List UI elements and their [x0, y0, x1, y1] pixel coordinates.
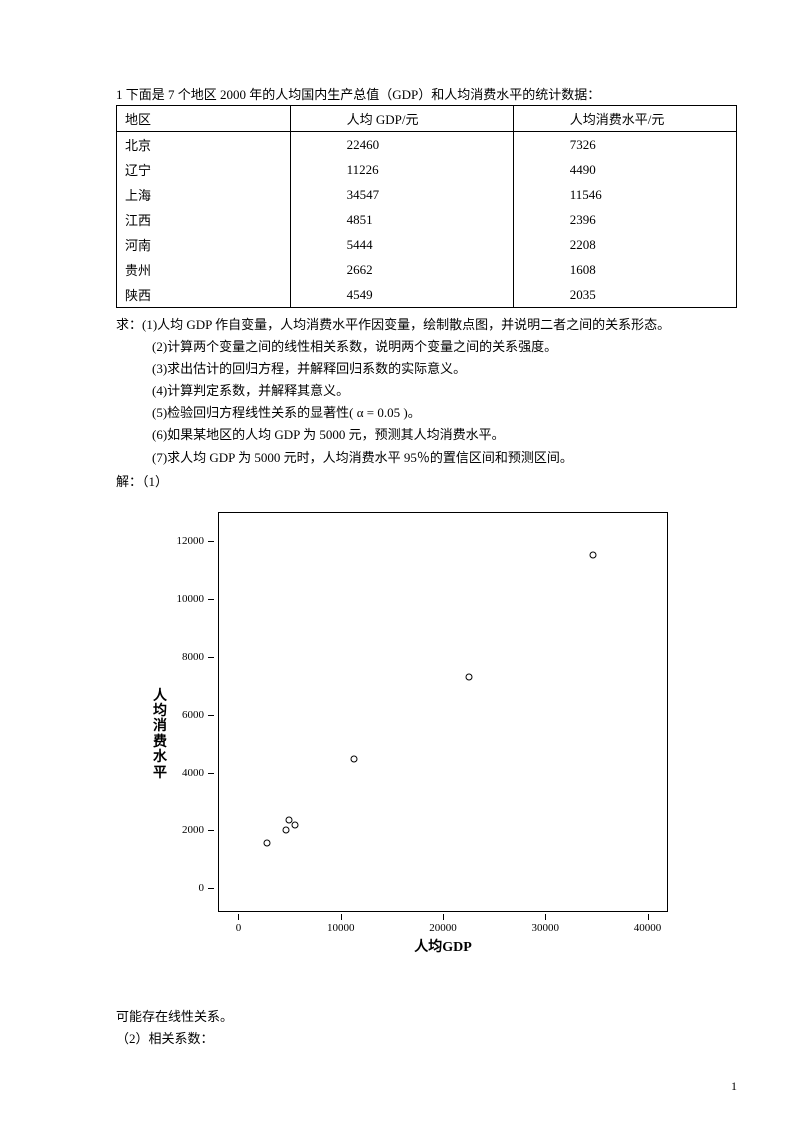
questions-block: 求：(1)人均 GDP 作自变量，人均消费水平作因变量，绘制散点图，并说明二者之…: [116, 314, 737, 469]
plot-area: [218, 512, 668, 912]
y-tick-label: 12000: [177, 535, 205, 547]
table-row: 辽宁112264490: [117, 157, 737, 182]
y-tick-mark: [208, 888, 214, 889]
table-row: 上海3454711546: [117, 182, 737, 207]
question-line: (3)求出估计的回归方程，并解释回归系数的实际意义。: [116, 358, 737, 380]
y-tick-label: 6000: [182, 709, 204, 721]
x-tick-mark: [443, 914, 444, 920]
data-table: 地区 人均 GDP/元 人均消费水平/元 北京224607326 辽宁11226…: [116, 105, 737, 308]
table-row: 北京224607326: [117, 132, 737, 158]
scatter-point: [282, 827, 289, 834]
x-tick-mark: [238, 914, 239, 920]
question-line: (2)计算两个变量之间的线性相关系数，说明两个变量之间的关系强度。: [116, 336, 737, 358]
x-tick-label: 0: [236, 922, 242, 934]
intro-text: 1 下面是 7 个地区 2000 年的人均国内生产总值（GDP）和人均消费水平的…: [116, 84, 737, 103]
y-axis-label: 人均消费水平: [152, 688, 168, 780]
text-line: （2）相关系数：: [116, 1028, 737, 1050]
answer-header: 解：（1）: [116, 471, 737, 490]
x-tick-label: 30000: [532, 922, 560, 934]
x-tick-label: 10000: [327, 922, 355, 934]
table-row: 贵州26621608: [117, 257, 737, 282]
th-consume: 人均消费水平/元: [513, 106, 736, 132]
y-tick-mark: [208, 599, 214, 600]
scatter-point: [466, 674, 473, 681]
y-tick-label: 0: [199, 882, 205, 894]
y-tick-mark: [208, 773, 214, 774]
text-line: 可能存在线性关系。: [116, 1006, 737, 1028]
scatter-point: [351, 756, 358, 763]
y-tick-mark: [208, 541, 214, 542]
y-tick-mark: [208, 715, 214, 716]
page-number: 1: [731, 1079, 737, 1094]
y-tick-label: 2000: [182, 824, 204, 836]
table-row: 河南54442208: [117, 232, 737, 257]
x-tick-label: 40000: [634, 922, 662, 934]
scatter-point: [263, 839, 270, 846]
y-tick-label: 4000: [182, 767, 204, 779]
table-row: 陕西45492035: [117, 282, 737, 308]
y-tick-mark: [208, 830, 214, 831]
x-axis-label: 人均GDP: [218, 936, 668, 956]
question-line: (7)求人均 GDP 为 5000 元时，人均消费水平 95％的置信区间和预测区…: [116, 447, 737, 469]
x-tick-mark: [648, 914, 649, 920]
x-tick-label: 20000: [429, 922, 457, 934]
question-line: (5)检验回归方程线性关系的显著性( α = 0.05 )。: [116, 402, 737, 424]
question-line: 求：(1)人均 GDP 作自变量，人均消费水平作因变量，绘制散点图，并说明二者之…: [116, 314, 737, 336]
x-tick-mark: [341, 914, 342, 920]
table-row: 江西48512396: [117, 207, 737, 232]
x-axis-ticks: 0 10000 20000 30000 40000: [218, 914, 668, 934]
th-region: 地区: [117, 106, 291, 132]
scatter-point: [292, 822, 299, 829]
after-chart-text: 可能存在线性关系。 （2）相关系数：: [116, 1006, 737, 1050]
x-tick-mark: [545, 914, 546, 920]
y-tick-mark: [208, 657, 214, 658]
scatter-chart: 0 2000 4000 6000 8000 10000 12000 0 10000 20000 3…: [138, 500, 698, 970]
y-axis-ticks: 0 2000 4000 6000 8000 10000 12000: [138, 512, 214, 912]
question-line: (6)如果某地区的人均 GDP 为 5000 元，预测其人均消费水平。: [116, 424, 737, 446]
th-gdp: 人均 GDP/元: [290, 106, 513, 132]
y-tick-label: 10000: [177, 593, 205, 605]
table-header-row: 地区 人均 GDP/元 人均消费水平/元: [117, 106, 737, 132]
y-tick-label: 8000: [182, 651, 204, 663]
scatter-point: [589, 551, 596, 558]
question-line: (4)计算判定系数，并解释其意义。: [116, 380, 737, 402]
